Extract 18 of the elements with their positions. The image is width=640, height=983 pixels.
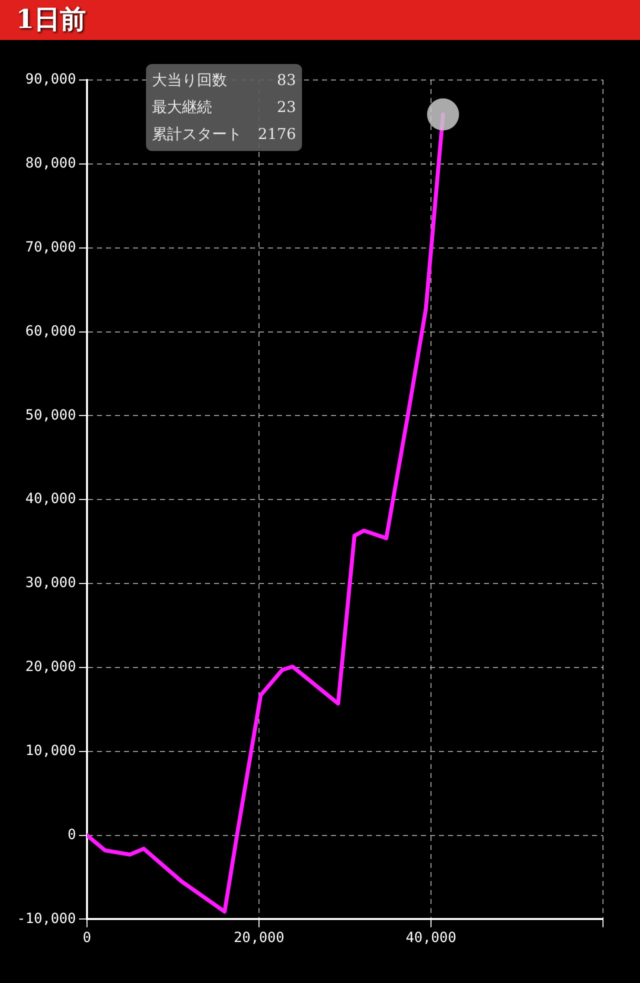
y-tick-label: -10,000 — [16, 910, 76, 927]
annotation: 累計スタート 2176 — [152, 124, 296, 145]
chart-title: 1日前 — [0, 0, 640, 40]
y-tick-label: 30,000 — [25, 575, 76, 592]
y-tick-label: 90,000 — [25, 72, 76, 88]
text: 大当り回数 83 — [152, 71, 296, 89]
y-tick-label: 70,000 — [25, 239, 76, 256]
x-tick-label: 40,000 — [406, 930, 456, 946]
text: 最大継続 23 — [152, 98, 296, 116]
y-tick-label: 40,000 — [25, 491, 76, 508]
y-tick-label: 80,000 — [25, 156, 76, 172]
y-tick-label: 60,000 — [25, 323, 76, 340]
y-tick-label: 0 — [68, 826, 76, 843]
y-tick-label: 50,000 — [25, 407, 76, 424]
x-tick-label: 0 — [82, 930, 92, 946]
x-tick-label: 20,000 — [234, 930, 284, 946]
y-tick-label: 20,000 — [25, 659, 76, 676]
y-tick-label: 10,000 — [25, 743, 76, 759]
